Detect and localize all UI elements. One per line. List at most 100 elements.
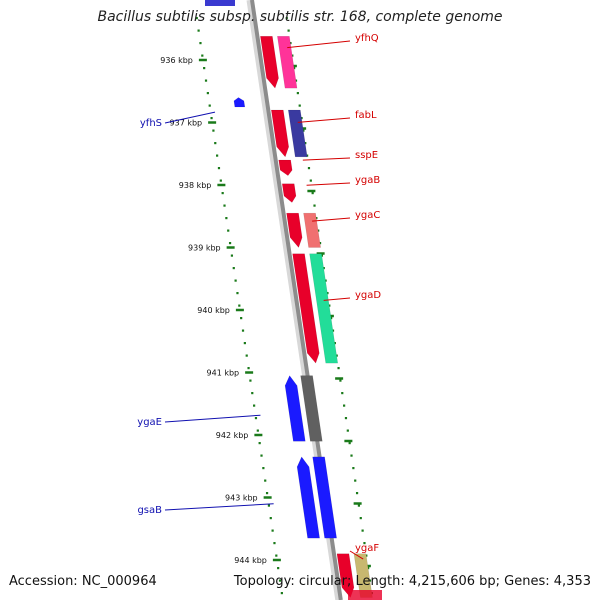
- inner-dot: [253, 404, 256, 407]
- leader-line: [164, 503, 274, 511]
- outer-dot: [344, 417, 348, 420]
- outer-dot: [289, 42, 292, 45]
- inner-dot: [195, 17, 198, 20]
- inner-dot: [214, 142, 217, 145]
- outer-dot: [330, 317, 333, 320]
- outer-dot: [354, 479, 357, 482]
- outer-dot: [367, 567, 370, 570]
- inner-dot: [236, 292, 239, 295]
- outer-dot: [311, 192, 314, 195]
- outer-dot: [298, 104, 301, 107]
- gene-ygaD-feature[interactable]: [309, 253, 339, 364]
- tick-label: 939 kbp: [188, 244, 221, 253]
- outer-dot: [318, 242, 322, 245]
- gene-gsaB-feature[interactable]: [312, 456, 337, 539]
- gene-ygaD[interactable]: [292, 253, 320, 364]
- inner-dot: [219, 179, 222, 182]
- outer-dot: [337, 367, 340, 370]
- inner-dot: [243, 342, 246, 345]
- tick-label: 937 kbp: [170, 119, 203, 128]
- gene-ygaB[interactable]: [281, 183, 297, 203]
- inner-dot: [208, 104, 211, 107]
- gene-yfhS[interactable]: [233, 97, 246, 108]
- inner-dot: [245, 354, 248, 357]
- outer-dot: [368, 579, 372, 582]
- inner-dot: [201, 54, 204, 57]
- outer-dot: [333, 342, 336, 345]
- leader-line: [297, 117, 351, 123]
- outer-dot: [322, 267, 325, 270]
- outer-dot: [355, 492, 359, 495]
- topology-text: Topology: circular; Length: 4,215,606 bp…: [233, 574, 591, 589]
- leader-line: [312, 217, 351, 222]
- gene-label-ygaB: ygaB: [355, 175, 380, 186]
- gene-ygaC-feature[interactable]: [303, 212, 321, 248]
- gene-yfhQ[interactable]: [260, 36, 279, 89]
- outer-dot: [320, 254, 324, 257]
- outer-dot: [328, 304, 331, 307]
- label-layer: yfhQ yfhS fabL sspE ygaB ygaC ygaD ygaE gsaB ygaF: [137, 33, 381, 560]
- outer-dot: [361, 529, 364, 532]
- inner-dot: [216, 154, 219, 157]
- outer-dot: [324, 279, 327, 282]
- accession-text: Accession: NC_000964: [9, 574, 157, 589]
- leader-line: [302, 157, 351, 161]
- map-title: Bacillus subtilis subsp. subtilis str. 1…: [97, 9, 503, 25]
- outer-dot: [291, 54, 294, 57]
- partial-feature-bottom: [348, 590, 382, 600]
- gene-label-ygaE: ygaE: [137, 417, 162, 428]
- inner-dot: [251, 392, 254, 395]
- inner-dot: [240, 317, 243, 320]
- gene-gsaB[interactable]: [296, 456, 320, 539]
- gene-sspE[interactable]: [278, 159, 293, 176]
- inner-dot: [232, 267, 235, 270]
- gene-label-ygaD: ygaD: [355, 290, 381, 301]
- outer-dot: [363, 542, 366, 545]
- leader-line: [306, 182, 351, 186]
- gene-fabL[interactable]: [270, 109, 289, 158]
- tick-label: 940 kbp: [197, 306, 230, 315]
- inner-dot: [249, 379, 252, 382]
- gene-fabL-feature[interactable]: [287, 109, 308, 158]
- inner-dot: [277, 567, 280, 570]
- inner-dot: [204, 79, 208, 82]
- tick-label: 942 kbp: [216, 431, 249, 440]
- outer-dot: [365, 554, 368, 557]
- tick-label: 944 kbp: [234, 556, 267, 565]
- outer-dot: [315, 217, 318, 220]
- leader-line: [323, 297, 351, 301]
- inner-dot: [221, 192, 224, 195]
- outer-dot: [313, 204, 316, 207]
- leader-line: [164, 111, 216, 124]
- gene-ygaE-feature[interactable]: [300, 375, 323, 442]
- inner-dot: [230, 254, 234, 257]
- inner-dot: [267, 504, 271, 507]
- tick-label: 936 kbp: [160, 56, 193, 65]
- outer-dot: [304, 142, 307, 145]
- outer-dot: [357, 504, 361, 507]
- inner-dot: [241, 329, 245, 332]
- outer-dot: [326, 292, 329, 295]
- inner-dot: [273, 542, 276, 545]
- inner-dot: [254, 417, 258, 420]
- inner-dot: [275, 554, 278, 557]
- outer-dot: [285, 17, 288, 20]
- inner-dot: [269, 517, 272, 520]
- gene-ygaC[interactable]: [286, 212, 303, 248]
- inner-dot: [262, 467, 265, 470]
- inner-dot: [223, 204, 226, 207]
- outer-dot: [293, 67, 296, 70]
- outer-dot: [294, 79, 298, 82]
- leader-line: [164, 414, 261, 423]
- outer-dot: [341, 392, 344, 395]
- gene-ygaE[interactable]: [284, 375, 306, 442]
- leader-line: [287, 40, 351, 49]
- outer-dot: [346, 429, 349, 432]
- gene-label-ygaF: ygaF: [355, 543, 379, 554]
- inner-dot: [260, 454, 263, 457]
- leader-line: [349, 550, 364, 560]
- gene-yfhQ-feature[interactable]: [277, 36, 298, 89]
- tick-ring: 936 kbp 937 kbp 938 kbp 939 kbp 940 kbp 941 k…: [160, 17, 373, 595]
